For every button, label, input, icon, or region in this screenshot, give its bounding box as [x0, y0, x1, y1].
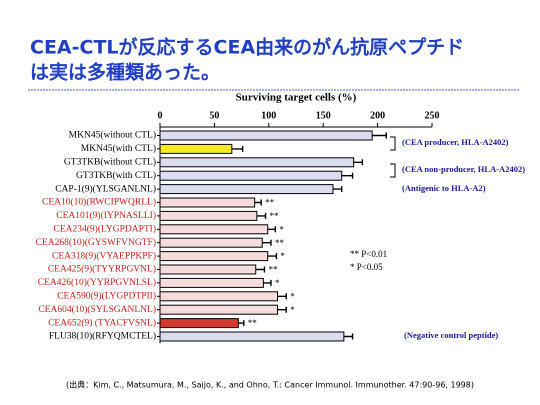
- error-bar: [262, 239, 272, 246]
- y-tick-label: CEA318(9)(VYAEPPKPF): [52, 250, 156, 261]
- axis-title: Surviving target cells (%): [236, 92, 357, 104]
- bracket: [390, 136, 396, 178]
- significance: **: [270, 211, 280, 221]
- sig-legend: * P<0.05: [350, 262, 383, 272]
- bar: [159, 170, 343, 181]
- error-bar: [254, 199, 262, 206]
- bar: [159, 304, 279, 315]
- error-bar: [353, 159, 364, 166]
- significance: *: [280, 251, 285, 261]
- bar: [159, 291, 279, 302]
- significance: **: [265, 198, 275, 208]
- error-bar: [255, 266, 266, 273]
- x-tick-label: 150: [316, 110, 331, 121]
- y-tick-label: CEA604(10)(SYLSGANLNL): [38, 304, 156, 315]
- significance: *: [279, 224, 284, 234]
- bar: [159, 143, 233, 154]
- bar: [159, 237, 263, 248]
- y-tick-label: CEA425(9)(TYYRPGVNL): [48, 264, 156, 275]
- y-tick-label: MKN45(without CTL): [69, 130, 156, 141]
- error-bar: [256, 212, 267, 219]
- error-bar: [267, 226, 277, 233]
- significance: *: [275, 278, 280, 288]
- significance: *: [290, 305, 295, 315]
- y-tick-label: CEA590(9)(LYGPDTPII): [57, 290, 156, 301]
- y-tick-label: CEA234(9)(LYGPDAPTI): [54, 223, 156, 234]
- citation: (出典：Kim, C., Matsumura, M., Saijo, K., a…: [66, 380, 474, 390]
- bar: [159, 251, 269, 262]
- significance: **: [248, 318, 258, 328]
- sig-legend: ** P<0.01: [350, 249, 387, 259]
- error-bar: [343, 333, 354, 340]
- error-bar: [341, 172, 354, 179]
- significance: **: [268, 265, 278, 275]
- y-tick-label: CEA10(10)(RWCIPWQRLL): [42, 197, 156, 208]
- error-bar: [231, 145, 244, 152]
- x-tick-label: 0: [158, 110, 163, 121]
- bar: [159, 277, 264, 288]
- bar: [159, 224, 269, 235]
- annotation: (CEA producer, HLA-A2402): [402, 137, 509, 147]
- title-line: CEA-CTLが反応するCEA由来のがん抗原ペプチド: [30, 36, 464, 59]
- y-tick-label: CEA652(9) (TYACFVSNL): [48, 317, 156, 328]
- y-tick-label: CEA268(10)(GYSWFVNGTF): [36, 237, 156, 248]
- annotation: (Antigenic to HLA-A2): [402, 183, 486, 193]
- bar: [159, 197, 256, 208]
- error-bar: [277, 293, 287, 300]
- y-tick-label: MKN45(with CTL): [81, 143, 156, 154]
- x-tick-label: 200: [370, 110, 385, 121]
- bar: [159, 184, 334, 195]
- error-bar: [238, 320, 245, 327]
- bar: [159, 318, 239, 329]
- bar: [159, 264, 257, 275]
- annotation: (CEA non-producer, HLA-A2402): [402, 164, 525, 174]
- bar: [159, 331, 345, 342]
- y-tick-label: CEA101(9)(IYPNASLLI): [56, 210, 156, 221]
- error-bar: [372, 132, 388, 139]
- significance: *: [290, 291, 295, 301]
- y-tick-label: GT3TKB(without CTL): [64, 156, 156, 167]
- y-tick-label: FLU38(10)(RFYQMCTEL): [49, 331, 156, 342]
- error-bar: [263, 279, 272, 286]
- bar: [159, 130, 373, 141]
- x-tick-label: 250: [425, 110, 440, 121]
- error-bar: [332, 186, 343, 193]
- y-tick-label: CEA426(10)(YYRPGVNLSL): [38, 277, 156, 288]
- y-tick-label: GT3TKB(with CTL): [76, 170, 156, 181]
- x-tick-label: 100: [261, 110, 276, 121]
- x-tick-label: 50: [209, 110, 219, 121]
- bar: [159, 157, 355, 168]
- y-tick-label: CAP-1(9)(YLSGANLNL): [55, 183, 156, 194]
- significance: **: [275, 238, 285, 248]
- title-line: は実は多種類あった。: [30, 61, 220, 84]
- error-bar: [277, 306, 287, 313]
- bar: [159, 210, 258, 221]
- annotation: (Negative control peptide): [404, 330, 498, 340]
- error-bar: [267, 253, 278, 260]
